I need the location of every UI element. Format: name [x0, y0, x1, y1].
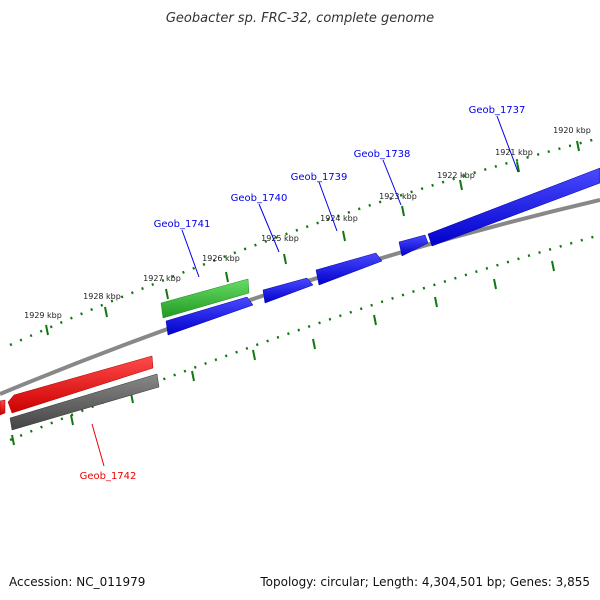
gene-feature-geob-1737[interactable]	[427, 167, 600, 247]
tick-label-1929: 1929 kbp	[24, 311, 62, 320]
gene-label-geob-1742[interactable]: Geob_1742	[80, 471, 137, 482]
tick-label-1922: 1922 kbp	[437, 171, 475, 180]
gene-feature-geob-1742[interactable]	[7, 355, 154, 414]
accession-text: Accession: NC_011979	[9, 575, 145, 589]
gene-label-geob-1740[interactable]: Geob_1740	[231, 193, 288, 204]
gene-label-geob-1741[interactable]: Geob_1741	[154, 219, 211, 230]
gene-label-geob-1738[interactable]: Geob_1738	[354, 149, 411, 160]
gene-feature-pseudo[interactable]	[9, 373, 160, 431]
map-title: Geobacter sp. FRC-32, complete genome	[166, 11, 434, 26]
tick-label-1921: 1921 kbp	[495, 148, 533, 157]
genome-summary-text: Topology: circular; Length: 4,304,501 bp…	[259, 575, 590, 589]
tick-label-1927: 1927 kbp	[143, 274, 181, 283]
scale-ring-outer	[9, 136, 600, 347]
tick-label-1926: 1926 kbp	[202, 254, 240, 263]
gene-feature-rna[interactable]	[160, 278, 250, 319]
gene-feature-geob-1740[interactable]	[262, 277, 314, 304]
tick-label-1920: 1920 kbp	[553, 126, 591, 135]
gene-feature-geob-1741[interactable]	[165, 296, 254, 336]
gene-label-geob-1737[interactable]: Geob_1737	[469, 105, 526, 116]
scale-ring-inner	[9, 233, 600, 442]
tick-label-1928: 1928 kbp	[83, 292, 121, 301]
major-ticks-outer	[45, 140, 580, 336]
tick-label-1925: 1925 kbp	[261, 234, 299, 243]
gene-feature-reverse-partial[interactable]	[0, 399, 6, 416]
label-leader-lines	[91, 115, 519, 467]
gene-feature-geob-1738[interactable]	[398, 234, 429, 257]
major-ticks-inner	[11, 260, 555, 446]
tick-label-1924: 1924 kbp	[320, 214, 358, 223]
gene-label-geob-1739[interactable]: Geob_1739	[291, 172, 348, 183]
gene-feature-geob-1739[interactable]	[315, 252, 383, 286]
